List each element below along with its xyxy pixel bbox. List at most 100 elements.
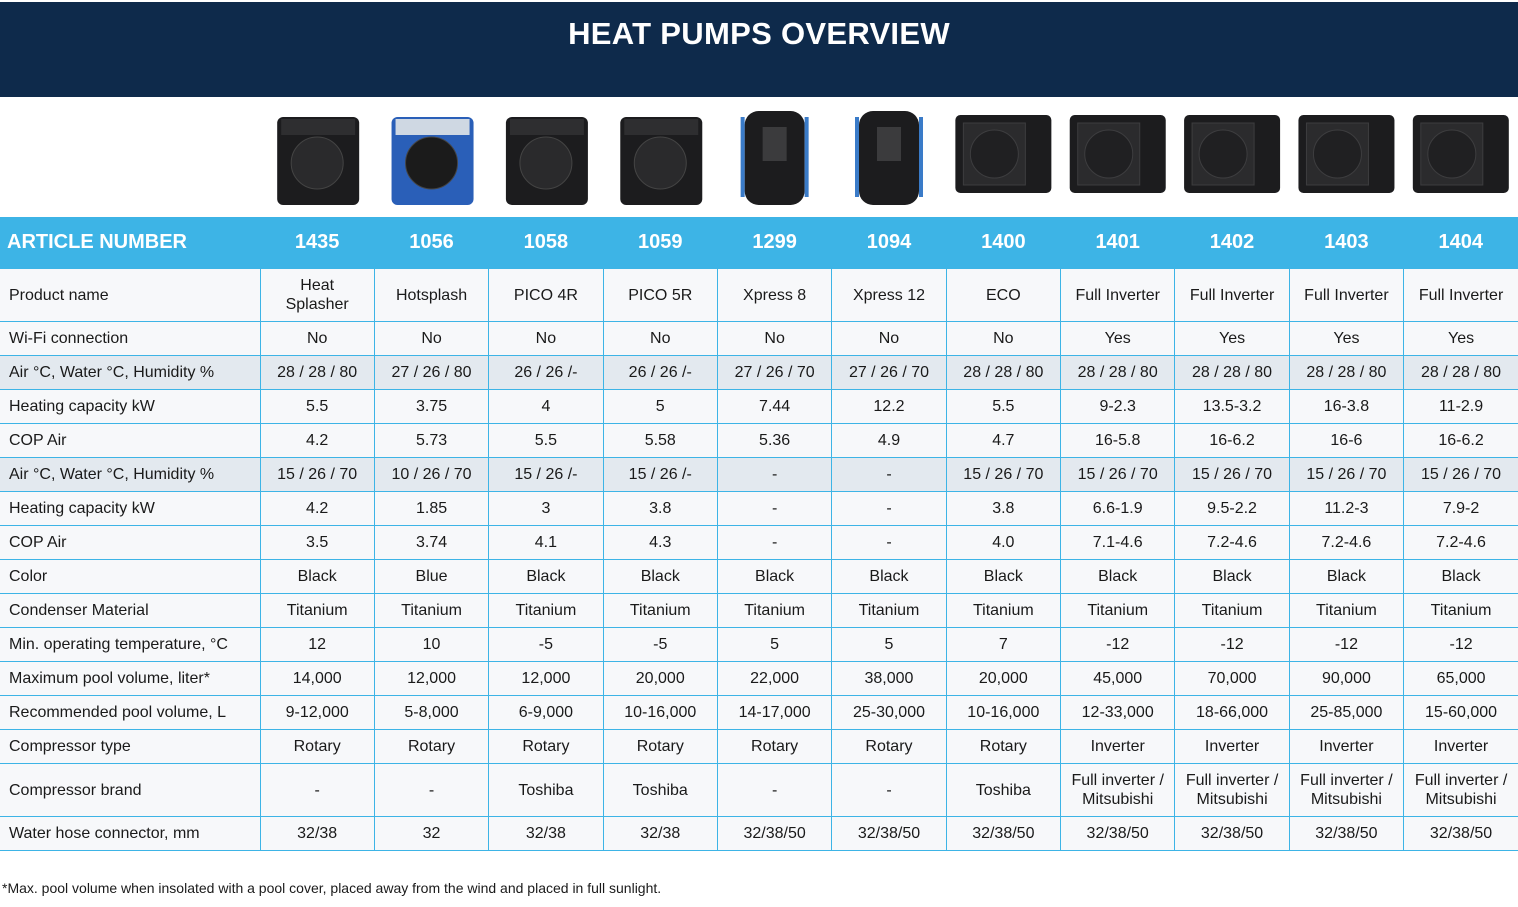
cell: 16-6.2	[1403, 423, 1518, 458]
row-label: Water hose connector, mm	[0, 816, 261, 851]
product-images	[277, 111, 1509, 205]
cell: Rotary	[602, 729, 718, 764]
cell: Titanium	[716, 593, 833, 628]
product-image	[955, 115, 1052, 193]
cell: 16-6	[1288, 423, 1405, 458]
cell: Black	[259, 559, 375, 594]
cell: Heat Splasher	[259, 268, 375, 322]
cell: No	[831, 321, 947, 356]
cell: 4.2	[259, 491, 375, 526]
cell: Rotary	[831, 729, 947, 764]
cell: 14,000	[259, 661, 375, 696]
top-panel	[509, 119, 584, 135]
cell: Titanium	[602, 593, 718, 628]
table-row: Wi-Fi connection No No No No No No No Yes Yes Yes Y…	[0, 321, 1518, 356]
cell: 20,000	[602, 661, 718, 696]
cell: 5-8,000	[373, 695, 490, 730]
cell: 28 / 28 / 80	[1403, 355, 1518, 390]
cell: -12	[1288, 627, 1405, 662]
fan	[969, 129, 1019, 179]
product-image	[1069, 115, 1166, 193]
cell: 38,000	[831, 661, 947, 696]
row-label: Product name	[0, 268, 261, 322]
cell: 10 / 26 / 70	[373, 457, 490, 492]
cell: 5.5	[259, 389, 375, 424]
cell: Yes	[1403, 321, 1518, 356]
cell: 27 / 26 / 80	[373, 355, 490, 390]
cell: 5.36	[716, 423, 833, 458]
cell: Toshiba	[488, 763, 604, 817]
fan	[1427, 129, 1477, 179]
cell: 32/38	[488, 816, 604, 851]
cell: 3	[488, 491, 604, 526]
cell: Black	[831, 559, 947, 594]
cell: -	[716, 763, 833, 817]
table-row: COP Air 4.2 5.73 5.5 5.58 5.36 4.9 4.7 16-5.8 16-…	[0, 423, 1518, 458]
cell: 25-30,000	[831, 695, 947, 730]
cell: 28 / 28 / 80	[945, 355, 1062, 390]
cell: -12	[1174, 627, 1290, 662]
cell: Yes	[1288, 321, 1405, 356]
cell: Full inverter / Mitsubishi	[1288, 763, 1405, 817]
product-image	[620, 117, 703, 205]
row-label: Condenser Material	[0, 593, 261, 628]
cell: 45,000	[1060, 661, 1176, 696]
cell: 9-2.3	[1060, 389, 1176, 424]
header-row: ARTICLE NUMBER 1435 1056 1058 1059 1299 1094 14…	[0, 217, 1518, 269]
cell: 7.2-4.6	[1403, 525, 1518, 560]
article-number: 1401	[1060, 217, 1175, 269]
top-panel	[281, 119, 356, 135]
cell: Black	[602, 559, 718, 594]
cell: 20,000	[945, 661, 1062, 696]
row-label: Min. operating temperature, °C	[0, 627, 261, 662]
fan	[1084, 129, 1134, 179]
cell: No	[373, 321, 490, 356]
cell: 15 / 26 / 70	[1174, 457, 1290, 492]
cell: 7.2-4.6	[1288, 525, 1405, 560]
row-label: Compressor type	[0, 729, 261, 764]
product-image	[855, 111, 923, 205]
article-number: 1435	[260, 217, 375, 269]
cell: 3.8	[945, 491, 1062, 526]
cell: Rotary	[488, 729, 604, 764]
cell: Black	[1288, 559, 1405, 594]
cell: 15 / 26 / 70	[1403, 457, 1518, 492]
header-band	[0, 2, 1518, 97]
table-row: COP Air 3.5 3.74 4.1 4.3- -4.0 7.1-4.6 7.2-4.6 7…	[0, 525, 1518, 560]
cell: 5.73	[373, 423, 490, 458]
cell: 32/38/50	[1174, 816, 1290, 851]
cell: Titanium	[1060, 593, 1176, 628]
cell: Titanium	[945, 593, 1062, 628]
cell: -5	[602, 627, 718, 662]
cell: 7.44	[716, 389, 833, 424]
header-label: ARTICLE NUMBER	[0, 217, 260, 269]
display	[877, 127, 901, 161]
product-image	[391, 117, 474, 205]
cell: 16-3.8	[1288, 389, 1405, 424]
cell: Inverter	[1174, 729, 1290, 764]
row-label: Compressor brand	[0, 763, 261, 817]
cell: 5.5	[488, 423, 604, 458]
cell: Yes	[1174, 321, 1290, 356]
cell: Rotary	[259, 729, 375, 764]
row-label: Air °C, Water °C, Humidity %	[0, 355, 261, 390]
cell: -	[259, 763, 375, 817]
cell: Full inverter / Mitsubishi	[1060, 763, 1176, 817]
cell: Titanium	[488, 593, 604, 628]
cell: Titanium	[259, 593, 375, 628]
product-image	[740, 111, 809, 205]
fan	[290, 136, 344, 190]
cell: 26 / 26 /-	[602, 355, 718, 390]
cell: 28 / 28 / 80	[1288, 355, 1405, 390]
fan	[633, 136, 687, 190]
page-title: HEAT PUMPS OVERVIEW	[568, 16, 950, 51]
cell: Inverter	[1288, 729, 1405, 764]
cell: 3.74	[373, 525, 490, 560]
cell: -	[831, 763, 947, 817]
cell: -	[831, 457, 947, 492]
cell: 7	[945, 627, 1062, 662]
cell: 9-12,000	[259, 695, 375, 730]
article-number: 1299	[717, 217, 832, 269]
cell: 26 / 26 /-	[488, 355, 604, 390]
cell: Black	[716, 559, 833, 594]
